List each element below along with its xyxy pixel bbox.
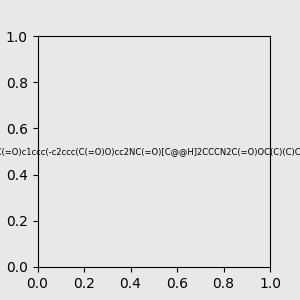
Text: OC(=O)c1ccc(-c2ccc(C(=O)O)cc2NC(=O)[C@@H]2CCCN2C(=O)OC(C)(C)C)cc1: OC(=O)c1ccc(-c2ccc(C(=O)O)cc2NC(=O)[C@@H… — [0, 147, 300, 156]
